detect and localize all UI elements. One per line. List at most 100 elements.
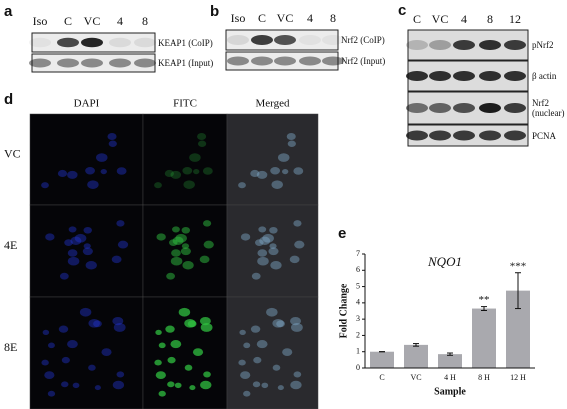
cell <box>170 256 183 266</box>
blot-band <box>406 71 428 81</box>
cell <box>164 169 174 178</box>
cell <box>257 256 269 266</box>
lane-label: C <box>413 12 421 26</box>
blot-band <box>429 40 451 50</box>
cell <box>171 249 181 257</box>
cell <box>200 380 212 390</box>
significance-label: *** <box>510 260 527 272</box>
cell <box>255 239 264 246</box>
cell <box>95 153 108 162</box>
bar <box>472 308 496 368</box>
lane-label: 4 <box>117 14 123 28</box>
y-tick-label: 2 <box>356 330 360 339</box>
lane-label: 8 <box>487 12 493 26</box>
y-tick-label: 6 <box>356 265 360 274</box>
cell <box>181 243 190 250</box>
cell <box>175 233 187 243</box>
cell <box>180 247 191 256</box>
row-label: VC <box>4 146 21 160</box>
blot-band <box>406 130 428 141</box>
cell <box>101 348 112 357</box>
cell <box>178 307 191 317</box>
blot-band <box>453 130 475 141</box>
cell <box>269 243 277 250</box>
cell <box>197 140 207 148</box>
cell <box>184 318 196 328</box>
cell <box>240 233 251 241</box>
panel-label: e <box>338 225 346 242</box>
panel-label: c <box>398 2 406 19</box>
micrograph <box>142 113 228 206</box>
cell <box>183 180 195 189</box>
cell <box>252 381 261 388</box>
blot-band <box>81 58 103 68</box>
cell <box>200 322 213 332</box>
cell <box>262 233 274 243</box>
cell <box>270 260 282 270</box>
cell <box>286 132 296 141</box>
cell <box>88 318 100 328</box>
blot-band <box>227 56 249 66</box>
blot-band <box>134 58 156 68</box>
cell <box>83 226 92 234</box>
cell <box>45 233 55 241</box>
cell <box>112 316 124 326</box>
cell <box>167 356 176 364</box>
blot-band <box>453 71 475 81</box>
cell <box>44 371 55 379</box>
row-label: PCNA <box>532 130 557 141</box>
cell <box>182 260 194 270</box>
cell <box>170 170 182 179</box>
cell <box>70 236 82 245</box>
bar <box>438 354 462 368</box>
x-tick-label: 12 H <box>510 373 526 382</box>
cell <box>253 356 262 364</box>
cell <box>189 385 196 391</box>
cell <box>117 240 129 249</box>
error-bar <box>447 352 453 356</box>
cell <box>82 247 93 256</box>
cell <box>277 153 290 162</box>
cell <box>116 167 127 175</box>
blot-band <box>57 58 79 68</box>
x-tick-label: 4 H <box>444 373 456 382</box>
chart-title: NQO1 <box>427 254 462 269</box>
cell <box>68 226 77 233</box>
bar <box>370 351 394 368</box>
y-tick-label: 4 <box>356 298 360 307</box>
cell <box>67 249 78 257</box>
cell <box>79 307 92 317</box>
cell <box>156 233 166 241</box>
cell <box>107 132 117 141</box>
column-label: Merged <box>255 98 290 110</box>
blot-band <box>429 103 451 113</box>
significance-label: ** <box>479 294 490 306</box>
blot-band <box>29 58 51 68</box>
cell <box>243 390 251 397</box>
cell <box>64 239 73 246</box>
cell <box>108 140 117 148</box>
y-tick-label: 1 <box>356 347 360 356</box>
cell <box>154 359 162 366</box>
cell <box>47 342 55 349</box>
cell <box>67 340 78 349</box>
micrograph <box>29 113 144 206</box>
cell <box>158 390 166 397</box>
cell <box>257 249 268 257</box>
cell <box>170 340 182 349</box>
cell <box>85 260 97 270</box>
cell <box>67 256 80 266</box>
cell <box>58 325 69 333</box>
lane-label: Iso <box>231 11 246 25</box>
panel-label: d <box>4 91 13 108</box>
blot-band <box>299 35 321 45</box>
cell <box>271 180 283 189</box>
error-bar <box>515 272 521 310</box>
cell <box>250 169 260 178</box>
cell <box>57 169 68 178</box>
blot-band <box>479 103 501 113</box>
cell <box>203 240 214 249</box>
micrograph <box>226 204 319 298</box>
blot-strip <box>31 53 156 73</box>
